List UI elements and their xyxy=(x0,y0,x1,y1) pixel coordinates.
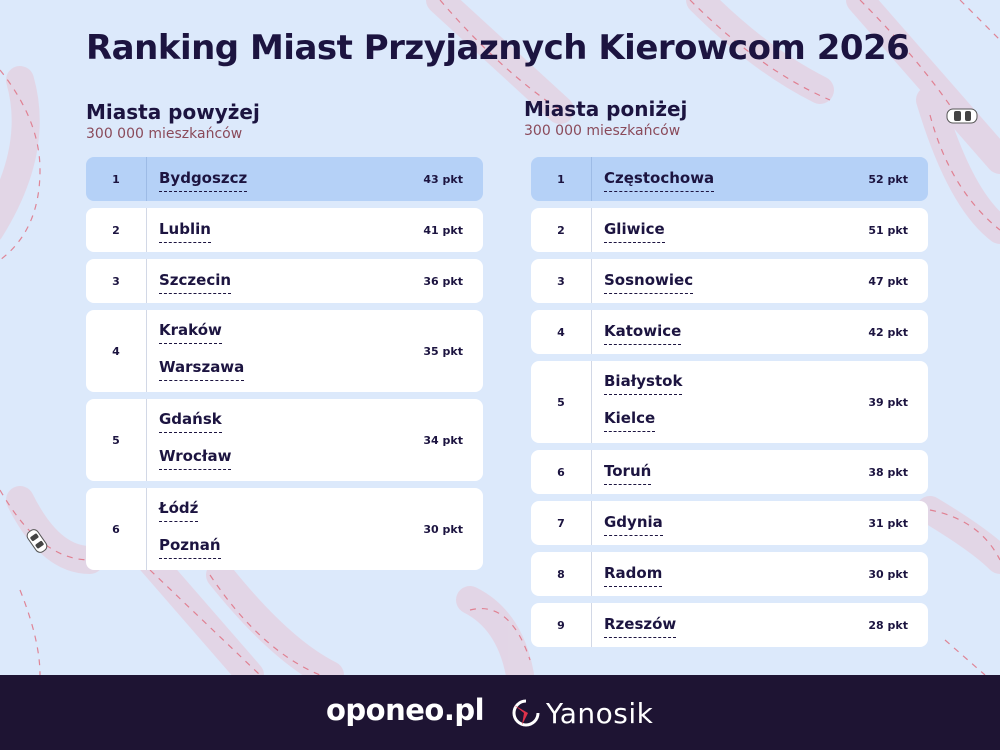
left-column-subtitle: 300 000 mieszkańców xyxy=(86,126,243,142)
city-name: Toruń xyxy=(604,462,652,485)
city-name: Szczecin xyxy=(159,271,232,294)
city-name: Radom xyxy=(604,564,663,587)
rank-number: 4 xyxy=(531,310,592,354)
ranking-row: 6 Toruń 38 pkt xyxy=(531,450,928,494)
yanosik-logo-text: Yanosik xyxy=(546,696,654,730)
car-icon xyxy=(26,529,48,553)
city-name: Poznań xyxy=(159,536,221,559)
rank-number: 5 xyxy=(86,399,147,481)
ranking-row: 6 Łódź Poznań 30 pkt xyxy=(86,488,483,570)
city-name: Kraków xyxy=(159,321,222,344)
city-name: Kielce xyxy=(604,409,656,432)
points-value: 39 pkt xyxy=(868,395,908,409)
city-name: Białystok xyxy=(604,372,683,395)
points-value: 34 pkt xyxy=(423,433,463,447)
ranking-row: 3 Szczecin 36 pkt xyxy=(86,259,483,303)
footer-bar: oponeo.pl Yanosik xyxy=(0,675,1000,750)
right-column-subtitle: 300 000 mieszkańców xyxy=(524,123,681,139)
car-icon xyxy=(946,108,978,124)
points-value: 51 pkt xyxy=(868,223,908,237)
ranking-row: 9 Rzeszów 28 pkt xyxy=(531,603,928,647)
ranking-row: 1 Częstochowa 52 pkt xyxy=(531,157,928,201)
points-value: 31 pkt xyxy=(868,516,908,530)
left-column-header: Miasta powyżej 300 000 mieszkańców xyxy=(86,100,260,142)
points-value: 28 pkt xyxy=(868,618,908,632)
ranking-row: 4 Kraków Warszawa 35 pkt xyxy=(86,310,483,392)
rank-number: 9 xyxy=(531,603,592,647)
rank-number: 4 xyxy=(86,310,147,392)
points-value: 43 pkt xyxy=(423,172,463,186)
city-name: Warszawa xyxy=(159,358,245,381)
points-value: 47 pkt xyxy=(868,274,908,288)
city-name: Łódź xyxy=(159,499,199,522)
city-name: Gdynia xyxy=(604,513,663,536)
city-name: Lublin xyxy=(159,220,211,243)
rank-number: 8 xyxy=(531,552,592,596)
points-value: 30 pkt xyxy=(423,522,463,536)
ranking-row: 8 Radom 30 pkt xyxy=(531,552,928,596)
yanosik-logo: Yanosik xyxy=(510,695,653,731)
ranking-row: 5 Gdańsk Wrocław 34 pkt xyxy=(86,399,483,481)
ranking-row: 5 Białystok Kielce 39 pkt xyxy=(531,361,928,443)
city-name: Rzeszów xyxy=(604,615,677,638)
points-value: 41 pkt xyxy=(423,223,463,237)
left-column-title: Miasta powyżej xyxy=(86,100,260,124)
ranking-row: 1 Bydgoszcz 43 pkt xyxy=(86,157,483,201)
ranking-row: 2 Gliwice 51 pkt xyxy=(531,208,928,252)
ranking-row: 3 Sosnowiec 47 pkt xyxy=(531,259,928,303)
points-value: 35 pkt xyxy=(423,344,463,358)
right-column-header: Miasta poniżej 300 000 mieszkańców xyxy=(524,97,687,139)
rank-number: 1 xyxy=(531,157,592,201)
ranking-row: 7 Gdynia 31 pkt xyxy=(531,501,928,545)
city-name: Częstochowa xyxy=(604,169,715,192)
city-name: Gliwice xyxy=(604,220,665,243)
rank-number: 5 xyxy=(531,361,592,443)
right-column-title: Miasta poniżej xyxy=(524,97,688,121)
city-name: Gdańsk xyxy=(159,410,222,433)
rank-number: 6 xyxy=(531,450,592,494)
rank-number: 6 xyxy=(86,488,147,570)
page-title: Ranking Miast Przyjaznych Kierowcom 2026 xyxy=(86,28,910,68)
points-value: 42 pkt xyxy=(868,325,908,339)
points-value: 30 pkt xyxy=(868,567,908,581)
rank-number: 7 xyxy=(531,501,592,545)
ranking-row: 2 Lublin 41 pkt xyxy=(86,208,483,252)
city-name: Wrocław xyxy=(159,447,232,470)
city-name: Katowice xyxy=(604,322,682,345)
rank-number: 3 xyxy=(86,259,147,303)
rank-number: 2 xyxy=(531,208,592,252)
rank-number: 2 xyxy=(86,208,147,252)
rank-number: 1 xyxy=(86,157,147,201)
oponeo-logo: oponeo.pl xyxy=(326,693,485,727)
rank-number: 3 xyxy=(531,259,592,303)
city-name: Bydgoszcz xyxy=(159,169,248,192)
points-value: 52 pkt xyxy=(868,172,908,186)
points-value: 36 pkt xyxy=(423,274,463,288)
points-value: 38 pkt xyxy=(868,465,908,479)
ranking-row: 4 Katowice 42 pkt xyxy=(531,310,928,354)
city-name: Sosnowiec xyxy=(604,271,694,294)
yanosik-logo-icon xyxy=(512,699,540,727)
